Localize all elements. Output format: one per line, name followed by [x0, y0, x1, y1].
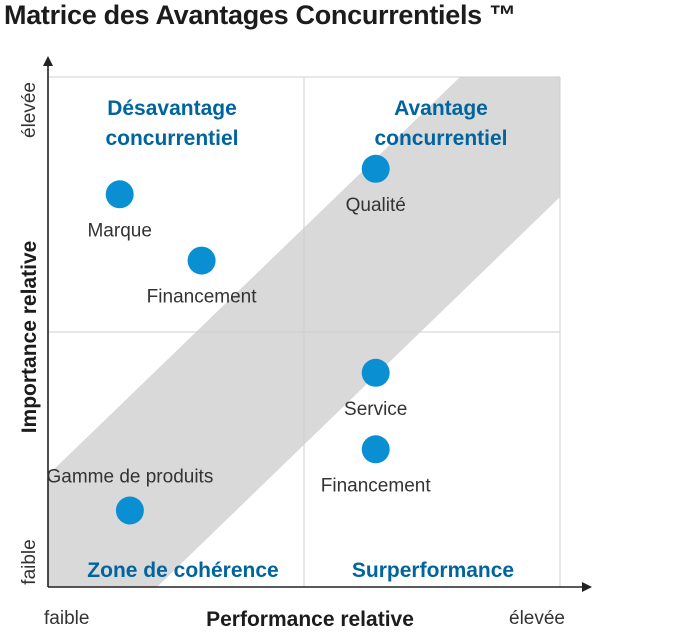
quadrant-title-top-right-line1: Avantage: [394, 97, 488, 120]
y-axis-low-label: faible: [19, 539, 40, 584]
data-point-1: [187, 246, 216, 275]
x-axis-arrow-icon: [582, 582, 592, 592]
data-point-label-2: Qualité: [346, 195, 406, 216]
data-point-label-0: Marque: [87, 220, 151, 241]
quadrant-title-bottom-right: Surperformance: [352, 559, 514, 582]
y-axis-title: Importance relative: [18, 241, 41, 434]
data-point-label-3: Service: [344, 399, 407, 420]
y-axis-high-label: élevée: [19, 82, 40, 138]
data-point-label-1: Financement: [147, 287, 258, 308]
quadrant-title-bottom-left: Zone de cohérence: [87, 559, 278, 582]
data-point-5: [115, 496, 144, 525]
data-point-label-4: Financement: [321, 475, 432, 496]
data-point-4: [361, 435, 390, 464]
x-axis-title: Performance relative: [206, 608, 414, 631]
data-point-label-5: Gamme de produits: [46, 467, 213, 488]
x-axis-high-label: élevée: [509, 608, 565, 629]
x-axis-low-label: faible: [44, 608, 89, 629]
page-title: Matrice des Avantages Concurrentiels ™: [4, 0, 516, 30]
quadrant-title-top-left-line1: Désavantage: [107, 97, 237, 120]
data-point-3: [361, 358, 390, 387]
quadrant-title-top-left-line2: concurrentiel: [105, 127, 238, 150]
quadrant-title-top-right-line2: concurrentiel: [374, 127, 507, 150]
data-point-2: [361, 154, 390, 183]
y-axis-arrow-icon: [43, 56, 53, 66]
data-point-0: [105, 180, 134, 209]
